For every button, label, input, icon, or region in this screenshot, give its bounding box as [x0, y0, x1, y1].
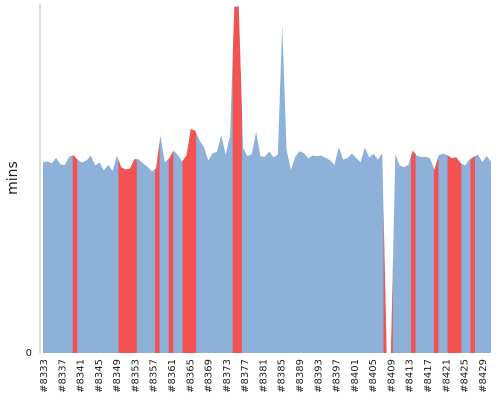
x-tick-label: #8401 [350, 359, 361, 393]
area-highlight [232, 6, 242, 353]
x-tick-label: #8429 [478, 359, 489, 393]
x-tick-label: #8369 [204, 359, 215, 393]
x-tick-label: #8333 [39, 359, 50, 393]
x-tick-label: #8417 [423, 359, 434, 393]
x-tick-label: #8365 [185, 359, 196, 393]
x-tick-label: #8389 [295, 359, 306, 393]
area-highlight [72, 155, 78, 353]
area-highlight [118, 159, 137, 353]
area-highlight [168, 150, 174, 353]
x-tick-label: #8405 [368, 359, 379, 393]
area-series [43, 6, 491, 354]
x-tick-label: #8377 [240, 359, 251, 393]
x-tick-label: #8385 [277, 359, 288, 393]
x-tick-label: #8421 [441, 359, 452, 393]
area-highlight [383, 213, 393, 353]
x-tick-label: #8373 [222, 359, 233, 393]
area-highlight [411, 150, 416, 353]
x-tick-label: #8381 [258, 359, 269, 393]
x-tick-label: #8361 [167, 359, 178, 393]
area-normal [43, 6, 491, 354]
x-tick-label: #8413 [405, 359, 416, 393]
x-tick-label: #8397 [332, 359, 343, 393]
x-tick-label: #8409 [386, 359, 397, 393]
area-highlight [447, 155, 462, 353]
x-tick-label: #8353 [130, 359, 141, 393]
x-tick-label: #8393 [313, 359, 324, 393]
area-highlight [182, 129, 197, 353]
area-highlight [433, 156, 439, 353]
y-tick-label: 0 [26, 348, 32, 359]
y-axis-label: mins [5, 161, 21, 195]
x-tick-label: #8341 [76, 359, 87, 393]
x-tick-label: #8345 [94, 359, 105, 393]
area-highlight [155, 142, 160, 353]
x-tick-labels: #8333 #8337 #8341 #8345 #8349 #8353 #8357 #8361… [39, 359, 489, 393]
x-tick-label: #8357 [149, 359, 160, 393]
x-tick-label: #8349 [112, 359, 123, 393]
x-tick-label: #8337 [57, 359, 68, 393]
x-tick-label: #8425 [460, 359, 471, 393]
area-highlight [470, 156, 475, 353]
